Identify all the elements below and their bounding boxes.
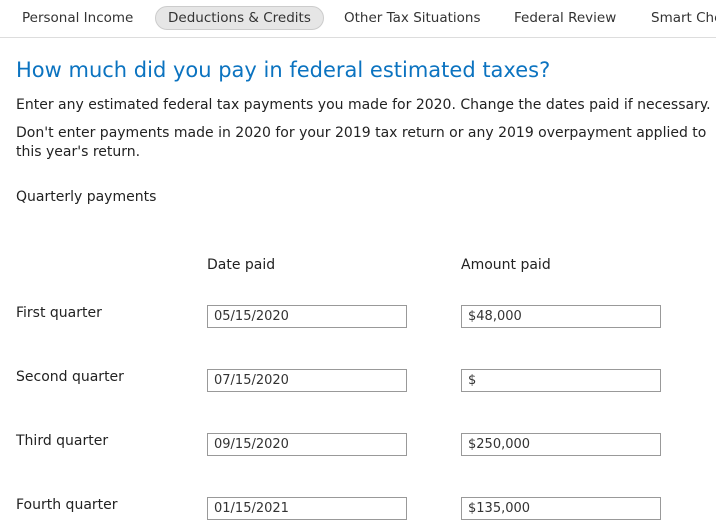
date-input[interactable]: 09/15/2020: [207, 433, 407, 456]
instruction: Enter any estimated federal tax payments…: [16, 97, 711, 113]
date-input[interactable]: 05/15/2020: [207, 305, 407, 328]
nav-tab[interactable]: Personal Income: [22, 10, 134, 26]
date-input[interactable]: 07/15/2020: [207, 369, 407, 392]
date-input[interactable]: 01/15/2021: [207, 497, 407, 520]
column-header: Amount paid: [461, 257, 551, 273]
nav-tab[interactable]: Other Tax Situations: [344, 10, 481, 26]
amount-input[interactable]: $48,000: [461, 305, 661, 328]
tab-bar: Personal Income Deductions & Credits Other…: [0, 0, 716, 38]
page-title: How much did you pay in federal estimate…: [16, 58, 551, 82]
instruction: Don't enter payments made in 2020 for yo…: [16, 125, 707, 160]
amount-input[interactable]: $250,000: [461, 433, 661, 456]
row-label: Fourth quarter: [16, 497, 118, 513]
nav-tab[interactable]: Smart Check: [651, 10, 716, 26]
column-header: Date paid: [207, 257, 276, 273]
nav-tab[interactable]: Deductions & Credits: [155, 6, 324, 30]
row-label: Third quarter: [16, 433, 109, 449]
row-label: Second quarter: [16, 369, 124, 385]
row-label: First quarter: [16, 305, 102, 321]
nav-tab[interactable]: Federal Review: [514, 10, 617, 26]
section-label: Quarterly payments: [16, 189, 157, 205]
amount-input[interactable]: $135,000: [461, 497, 661, 520]
amount-input[interactable]: $: [461, 369, 661, 392]
